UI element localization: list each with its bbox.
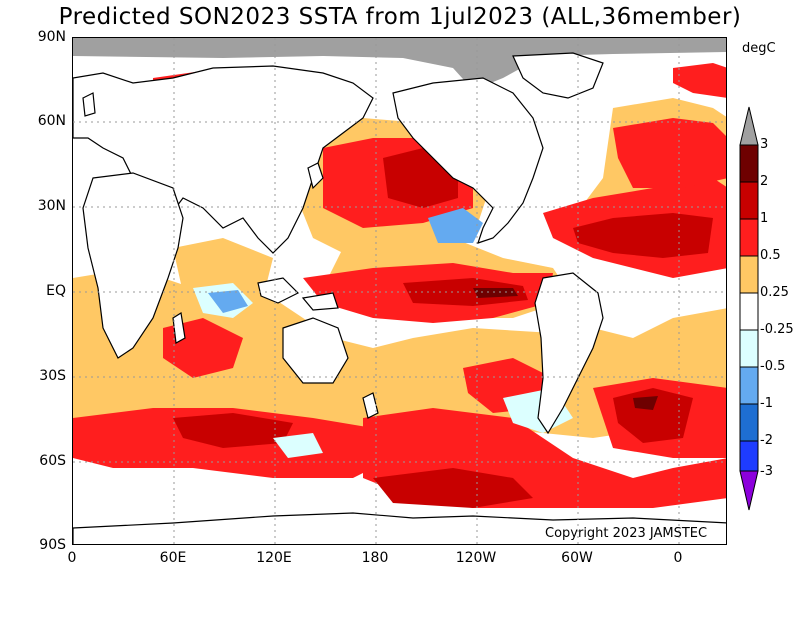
copyright-text: Copyright 2023 JAMSTEC bbox=[545, 526, 708, 541]
colorbar-label-2: 2 bbox=[760, 174, 769, 189]
colorbar-swatch-neg-0.25-0.5 bbox=[739, 329, 759, 368]
colorbar-top-arrow bbox=[739, 106, 759, 146]
colorbar-unit: degC bbox=[742, 41, 776, 56]
map-title: Predicted SON2023 SSTA from 1jul2023 (AL… bbox=[58, 4, 742, 30]
lon-label-60w: 60W bbox=[561, 550, 593, 566]
lon-label-0: 0 bbox=[67, 550, 77, 566]
colorbar-swatch-1-2 bbox=[739, 181, 759, 220]
colorbar-label-0.5: 0.5 bbox=[760, 248, 781, 263]
colorbar-label-0.25: 0.25 bbox=[760, 285, 789, 300]
lon-label-60e: 60E bbox=[159, 550, 187, 566]
colorbar-swatch-neg-0.5-1 bbox=[739, 366, 759, 405]
colorbar-swatch-0.25-0.5 bbox=[739, 255, 759, 294]
colorbar-label-neg-0.5: -0.5 bbox=[760, 359, 786, 374]
lon-label-0-right: 0 bbox=[673, 550, 683, 566]
colorbar-bottom-arrow bbox=[739, 470, 759, 511]
colorbar-label-1: 1 bbox=[760, 211, 769, 226]
colorbar-swatch-2-3 bbox=[739, 144, 759, 183]
land-masses bbox=[73, 52, 726, 544]
lon-label-120w: 120W bbox=[455, 550, 497, 566]
colorbar bbox=[739, 106, 759, 511]
arctic-ice-region bbox=[73, 38, 726, 90]
grid-lines bbox=[73, 38, 726, 544]
colorbar-label-neg-0.25: -0.25 bbox=[760, 322, 794, 337]
colorbar-label-neg-1: -1 bbox=[760, 396, 773, 411]
lon-label-120e: 120E bbox=[256, 550, 292, 566]
lat-label-90n: 90N bbox=[37, 29, 66, 45]
anomaly-2.0-region bbox=[473, 288, 658, 410]
colorbar-swatch-neg-1-2 bbox=[739, 403, 759, 442]
lon-label-180: 180 bbox=[361, 550, 389, 566]
colorbar-swatch-0.5-1 bbox=[739, 218, 759, 257]
colorbar-swatch-neutral bbox=[739, 292, 759, 331]
lat-label-60n: 60N bbox=[37, 113, 66, 129]
colorbar-label-neg-2: -2 bbox=[760, 433, 773, 448]
colorbar-swatch-neg-2-3 bbox=[739, 440, 759, 472]
lat-label-60s: 60S bbox=[39, 453, 66, 469]
lat-label-eq: EQ bbox=[46, 283, 66, 299]
lat-label-30n: 30N bbox=[37, 198, 66, 214]
colorbar-label-3: 3 bbox=[760, 137, 769, 152]
sst-anomaly-map bbox=[72, 37, 727, 545]
lat-label-90s: 90S bbox=[39, 537, 66, 553]
lat-label-30s: 30S bbox=[39, 368, 66, 384]
colorbar-label-neg-3: -3 bbox=[760, 464, 773, 479]
